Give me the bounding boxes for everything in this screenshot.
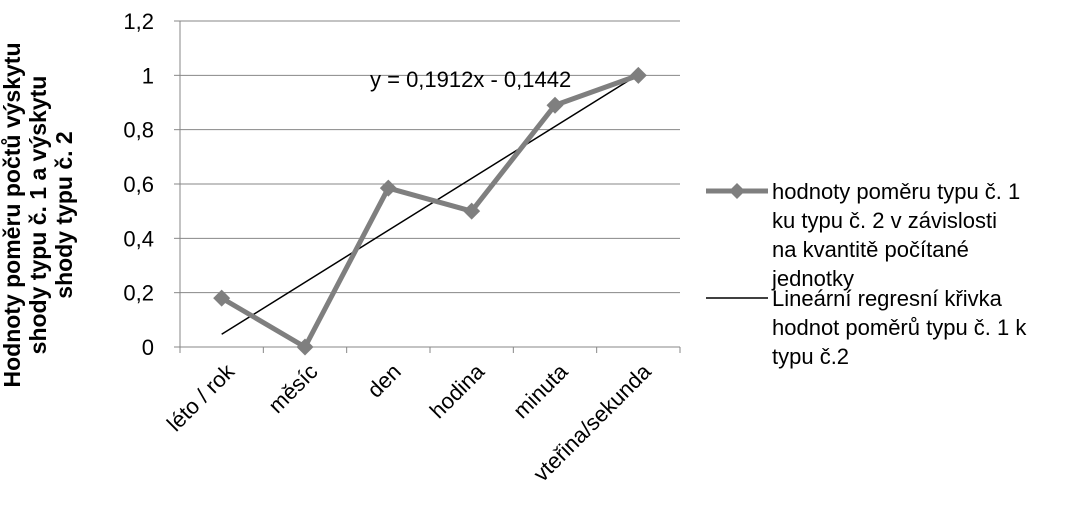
legend-series-marker — [729, 183, 745, 199]
data-point — [379, 179, 397, 197]
trendline-equation: y = 0,1912x - 0,1442 — [370, 67, 571, 92]
y-tick-label: 0 — [142, 335, 154, 360]
series-group — [213, 66, 647, 356]
data-point — [463, 202, 481, 220]
legend-series-label: hodnoty poměru typu č. 1 ku typu č. 2 v z… — [771, 179, 1020, 291]
y-tick-label: 0,6 — [123, 172, 154, 197]
trendline-group — [221, 73, 639, 335]
x-tick-label: léto / rok — [162, 358, 240, 436]
y-axis-title: Hodnoty poměru počtů výskytushody typu č… — [0, 42, 77, 387]
y-tick-label: 0,2 — [123, 281, 154, 306]
x-tick-label: hodina — [425, 358, 490, 423]
x-tick-label: den — [362, 359, 406, 403]
gridlines — [180, 20, 680, 294]
y-tick-labels: 0 0,2 0,4 0,6 0,8 1 1,2 — [123, 9, 154, 360]
data-point — [296, 338, 314, 356]
y-tick-label: 1 — [142, 63, 154, 88]
legend-trendline-label: Lineární regresní křivka hodnot poměrů ty… — [772, 286, 1027, 369]
x-tick-label: minuta — [508, 358, 573, 423]
legend: hodnoty poměru typu č. 1 ku typu č. 2 v z… — [706, 179, 1027, 369]
data-point — [213, 289, 231, 307]
x-tick-labels: léto / rok měsíc den hodina minutavteřina/se… — [162, 358, 657, 486]
y-tick-label: 1,2 — [123, 9, 154, 34]
series-line — [220, 72, 640, 350]
trendline — [221, 73, 639, 335]
y-tick-label: 0,4 — [123, 226, 154, 251]
axes — [174, 20, 681, 353]
x-tick-label: měsíc — [263, 359, 322, 418]
y-tick-label: 0,8 — [123, 118, 154, 143]
data-point — [629, 66, 647, 84]
data-point — [546, 96, 564, 114]
